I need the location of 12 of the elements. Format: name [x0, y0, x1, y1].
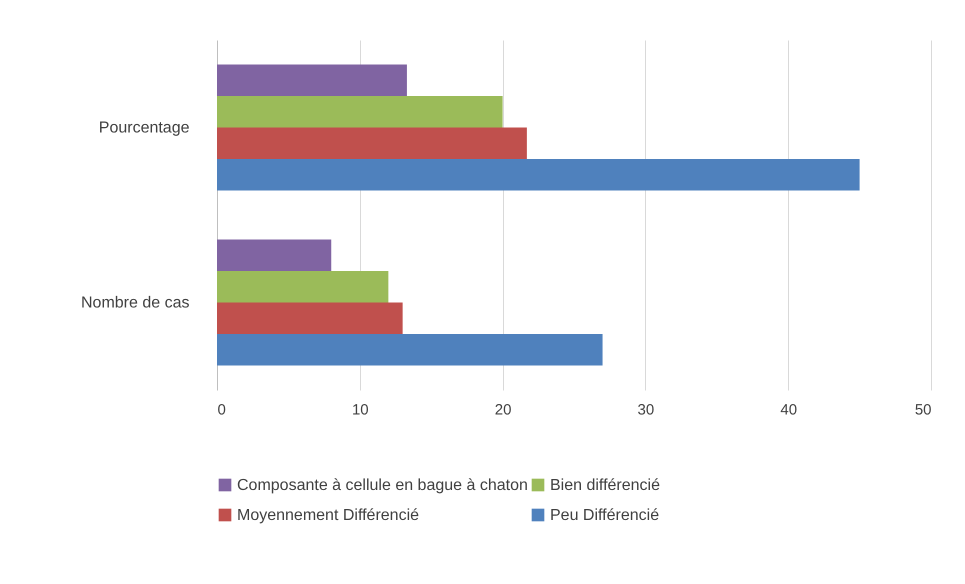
x-tick-label: 10: [352, 402, 369, 418]
x-tick-label: 0: [218, 402, 226, 418]
legend-label: Bien différencié: [550, 477, 660, 494]
x-tick-label: 20: [494, 402, 512, 418]
y-tick-label: Pourcentage: [98, 120, 190, 136]
legend-label: Peu Différencié: [550, 507, 660, 524]
y-tick-label: Nombre de cas: [81, 294, 190, 312]
x-tick-label: 30: [638, 402, 654, 418]
x-tick-label: 40: [780, 402, 798, 418]
x-tick-label: 50: [914, 402, 932, 418]
legend-label: Moyennement Différencié: [237, 507, 420, 524]
legend-label: Composante à cellule en bague à chaton: [237, 477, 528, 494]
